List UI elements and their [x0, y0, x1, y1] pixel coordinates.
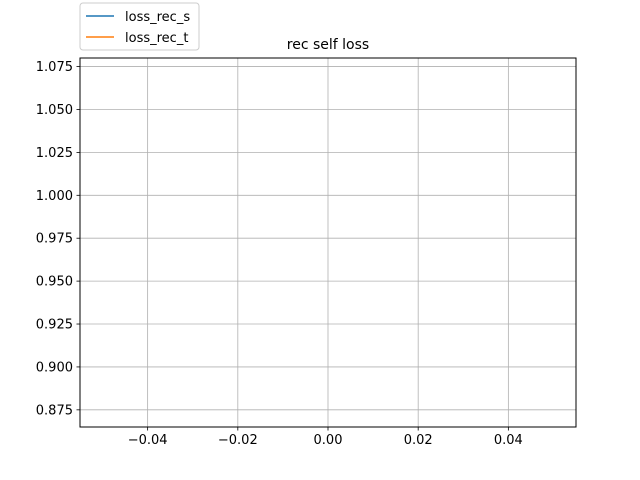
y-tick-label: 1.075 — [36, 60, 73, 75]
legend-label-loss-rec-s: loss_rec_s — [125, 10, 190, 25]
chart-title: rec self loss — [287, 37, 369, 53]
x-tick-label: −0.02 — [218, 433, 258, 448]
legend: loss_rec_s loss_rec_t — [79, 2, 200, 51]
y-tick-label: 0.900 — [36, 360, 73, 375]
legend-box — [79, 2, 200, 51]
legend-label-loss-rec-t: loss_rec_t — [125, 31, 188, 46]
x-tick-label: −0.04 — [128, 433, 168, 448]
y-tick-label: 0.875 — [36, 403, 73, 418]
grid — [80, 58, 576, 427]
y-tick-label: 1.000 — [36, 189, 73, 204]
x-tick-label: 0.00 — [314, 433, 343, 448]
y-tick-label: 0.925 — [36, 318, 73, 333]
y-axis-ticks: 0.875 0.900 0.925 0.950 0.975 1.000 1.025 1.050… — [36, 60, 80, 418]
x-tick-label: 0.02 — [404, 433, 433, 448]
x-tick-label: 0.04 — [494, 433, 523, 448]
x-axis-ticks: −0.04 −0.02 0.00 0.02 0.04 — [128, 427, 523, 448]
y-tick-label: 0.975 — [36, 232, 73, 247]
y-tick-label: 1.025 — [36, 146, 73, 161]
y-tick-label: 1.050 — [36, 103, 73, 118]
y-tick-label: 0.950 — [36, 275, 73, 290]
